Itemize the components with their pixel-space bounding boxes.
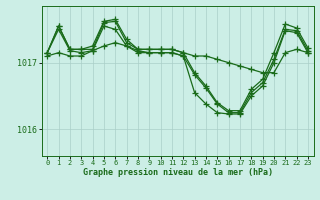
X-axis label: Graphe pression niveau de la mer (hPa): Graphe pression niveau de la mer (hPa) — [83, 168, 273, 177]
